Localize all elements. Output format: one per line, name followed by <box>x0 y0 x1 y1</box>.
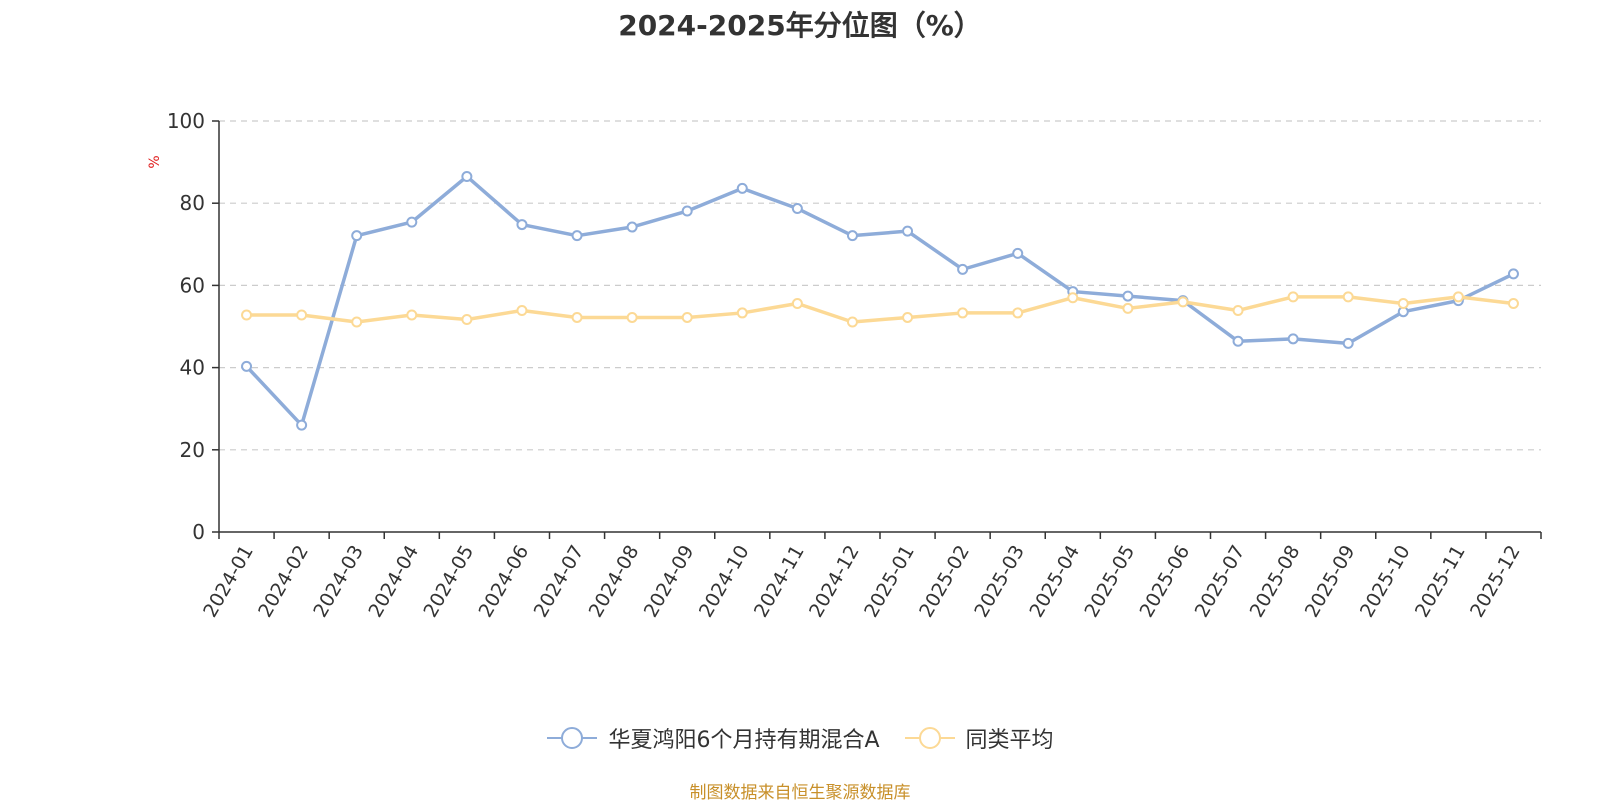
x-tick-label: 2025-01 <box>860 542 919 622</box>
data-point-0 <box>1507 268 1519 280</box>
data-point-0 <box>902 225 914 237</box>
data-point-0 <box>571 230 583 242</box>
data-point-0 <box>1232 335 1244 347</box>
data-point-0 <box>241 360 253 372</box>
data-point-0 <box>351 230 363 242</box>
x-tick-label: 2025-12 <box>1466 542 1525 622</box>
x-tick-label: 2024-04 <box>364 542 423 622</box>
x-tick-label: 2024-08 <box>585 542 644 622</box>
data-point-0 <box>406 216 418 228</box>
data-point-1 <box>241 309 253 321</box>
x-tick-label: 2024-07 <box>530 542 589 622</box>
data-point-0 <box>461 170 473 182</box>
data-point-0 <box>1287 333 1299 345</box>
legend-label-fund: 华夏鸿阳6个月持有期混合A <box>608 728 880 753</box>
data-point-0 <box>736 182 748 194</box>
x-tick-label: 2025-10 <box>1356 542 1415 622</box>
y-tick-label: 40 <box>180 356 205 380</box>
x-tick-label: 2024-10 <box>695 542 754 622</box>
x-tick-label: 2024-09 <box>640 542 699 622</box>
data-point-0 <box>846 230 858 242</box>
y-tick-label: 0 <box>192 520 205 544</box>
data-point-0 <box>791 203 803 215</box>
data-point-1 <box>846 316 858 328</box>
series-line-1 <box>246 295 1514 324</box>
x-tick-label: 2025-05 <box>1080 542 1139 622</box>
data-point-0 <box>296 419 308 431</box>
data-point-0 <box>626 221 638 233</box>
y-axis-unit-label: % <box>147 155 163 168</box>
data-point-1 <box>1452 291 1464 303</box>
x-tick-label: 2025-09 <box>1301 542 1360 622</box>
data-point-1 <box>1232 304 1244 316</box>
data-point-1 <box>1342 291 1354 303</box>
source-note: 制图数据来自恒生聚源数据库 <box>689 783 911 803</box>
x-tick-label: 2024-02 <box>254 542 313 622</box>
data-point-1 <box>1507 297 1519 309</box>
chart-title: 2024-2025年分位图（%） <box>618 9 982 42</box>
data-point-1 <box>1012 307 1024 319</box>
x-tick-label: 2024-06 <box>475 542 534 622</box>
data-point-0 <box>957 263 969 275</box>
x-tick-label: 2025-07 <box>1191 542 1250 622</box>
data-point-1 <box>902 311 914 323</box>
data-point-1 <box>681 311 693 323</box>
data-point-1 <box>571 311 583 323</box>
x-tick-label: 2025-08 <box>1246 542 1305 622</box>
data-point-1 <box>406 309 418 321</box>
legend-item-fund[interactable]: 华夏鸿阳6个月持有期混合A <box>546 722 880 754</box>
data-point-1 <box>1122 302 1134 314</box>
x-tick-label: 2025-11 <box>1411 542 1470 622</box>
x-tick-label: 2025-03 <box>970 542 1029 622</box>
grid-lines <box>219 120 1541 451</box>
legend-marker-average-icon <box>904 727 955 749</box>
data-point-1 <box>461 314 473 326</box>
data-point-1 <box>957 307 969 319</box>
y-tick-label: 20 <box>180 438 205 462</box>
x-tick-label: 2024-12 <box>805 542 864 622</box>
data-point-1 <box>1287 291 1299 303</box>
series-line-0 <box>245 174 1515 427</box>
data-point-1 <box>736 307 748 319</box>
x-tick-label: 2024-03 <box>309 542 368 622</box>
legend-label-average: 同类平均 <box>965 728 1054 753</box>
data-point-1 <box>296 309 308 321</box>
data-point-1 <box>516 304 528 316</box>
data-point-1 <box>351 316 363 328</box>
y-tick-label: 100 <box>167 109 205 133</box>
data-point-0 <box>516 219 528 231</box>
legend: 华夏鸿阳6个月持有期混合A 同类平均 <box>0 722 1600 754</box>
data-point-0 <box>1122 290 1134 302</box>
data-point-1 <box>1397 297 1409 309</box>
data-point-1 <box>626 311 638 323</box>
data-point-0 <box>1342 337 1354 349</box>
series-lines <box>241 170 1519 431</box>
x-tick-label: 2025-06 <box>1136 542 1195 622</box>
data-point-1 <box>791 297 803 309</box>
data-point-0 <box>1012 247 1024 259</box>
x-tick-label: 2025-04 <box>1025 542 1084 622</box>
data-point-1 <box>1067 292 1079 304</box>
data-point-0 <box>681 205 693 217</box>
x-tick-label: 2024-11 <box>750 542 809 622</box>
x-tick-label: 2025-02 <box>915 542 974 622</box>
axes: 0 20 40 60 80 100 2024-012024-022024-032024-04… <box>167 109 1542 622</box>
y-tick-label: 60 <box>180 273 205 297</box>
y-tick-label: 80 <box>180 191 205 215</box>
x-tick-label: 2024-05 <box>419 542 478 622</box>
legend-item-category-average[interactable]: 同类平均 <box>904 722 1054 754</box>
legend-marker-fund-icon <box>547 727 598 749</box>
x-tick-label: 2024-01 <box>199 542 258 622</box>
data-point-1 <box>1177 296 1189 308</box>
